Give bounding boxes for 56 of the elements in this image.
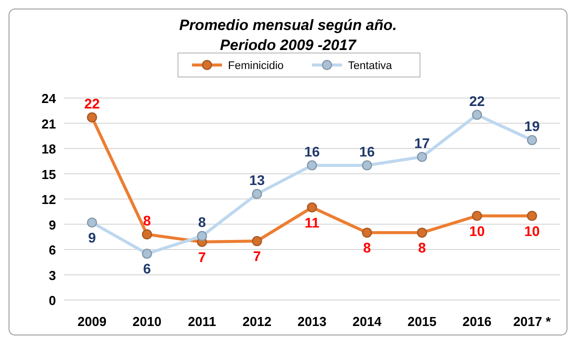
data-label: 9	[88, 230, 96, 246]
point	[362, 228, 372, 238]
x-tick-label: 2016	[462, 314, 492, 329]
y-tick-label: 9	[48, 217, 56, 232]
data-label: 8	[198, 214, 206, 230]
x-tick-label: 2010	[132, 314, 162, 329]
data-label: 22	[469, 92, 485, 109]
y-tick-label: 15	[42, 166, 56, 182]
point	[86, 217, 98, 228]
point	[142, 248, 152, 259]
point	[472, 110, 482, 120]
data-label: 17	[414, 134, 430, 151]
x-tick-label: 2009	[78, 314, 106, 329]
point	[526, 210, 538, 221]
data-label: 6	[143, 260, 152, 277]
x-tick-label: 2017 *	[513, 314, 552, 329]
data-label: 19	[524, 118, 540, 134]
data-label: 7	[198, 248, 206, 265]
data-label: 7	[253, 248, 262, 264]
data-label: 13	[249, 172, 265, 188]
data-label: 10	[524, 222, 540, 239]
x-tick-label: 2014	[352, 314, 382, 329]
x-tick-label: 2015	[408, 314, 436, 329]
y-tick-label: 3	[48, 268, 56, 283]
data-label: 8	[143, 212, 152, 228]
point	[362, 160, 372, 170]
y-tick-label: 12	[42, 192, 56, 207]
chart-title: Promedio mensual según año. Periodo 2009 -2017	[179, 17, 397, 54]
x-tick-label: 2013	[298, 314, 326, 329]
data-label: 11	[304, 214, 320, 230]
data-label: 8	[363, 240, 372, 256]
point	[306, 202, 318, 213]
y-tick-label: 21	[42, 116, 56, 132]
data-label: 10	[469, 222, 485, 239]
data-label: 16	[304, 143, 320, 160]
y-tick-label: 24	[42, 91, 57, 106]
point	[252, 236, 262, 246]
data-label: 8	[418, 240, 426, 256]
point	[252, 188, 262, 200]
point	[196, 230, 208, 242]
x-tick-label: 2012	[242, 314, 272, 329]
legend-label: Tentativa	[348, 60, 393, 72]
point	[142, 229, 152, 240]
legend-label: Feminicidio	[228, 60, 284, 72]
point	[472, 210, 482, 221]
y-tick-label: 18	[42, 142, 56, 156]
y-tick-label: 6	[48, 242, 56, 258]
y-tick-label: 0	[48, 293, 56, 308]
point	[416, 152, 428, 162]
point	[86, 112, 98, 122]
point	[526, 134, 538, 146]
point	[416, 228, 428, 238]
point	[306, 160, 318, 170]
x-tick-label: 2011	[188, 314, 216, 329]
data-label: 22	[84, 95, 100, 112]
data-label: 16	[359, 143, 375, 160]
